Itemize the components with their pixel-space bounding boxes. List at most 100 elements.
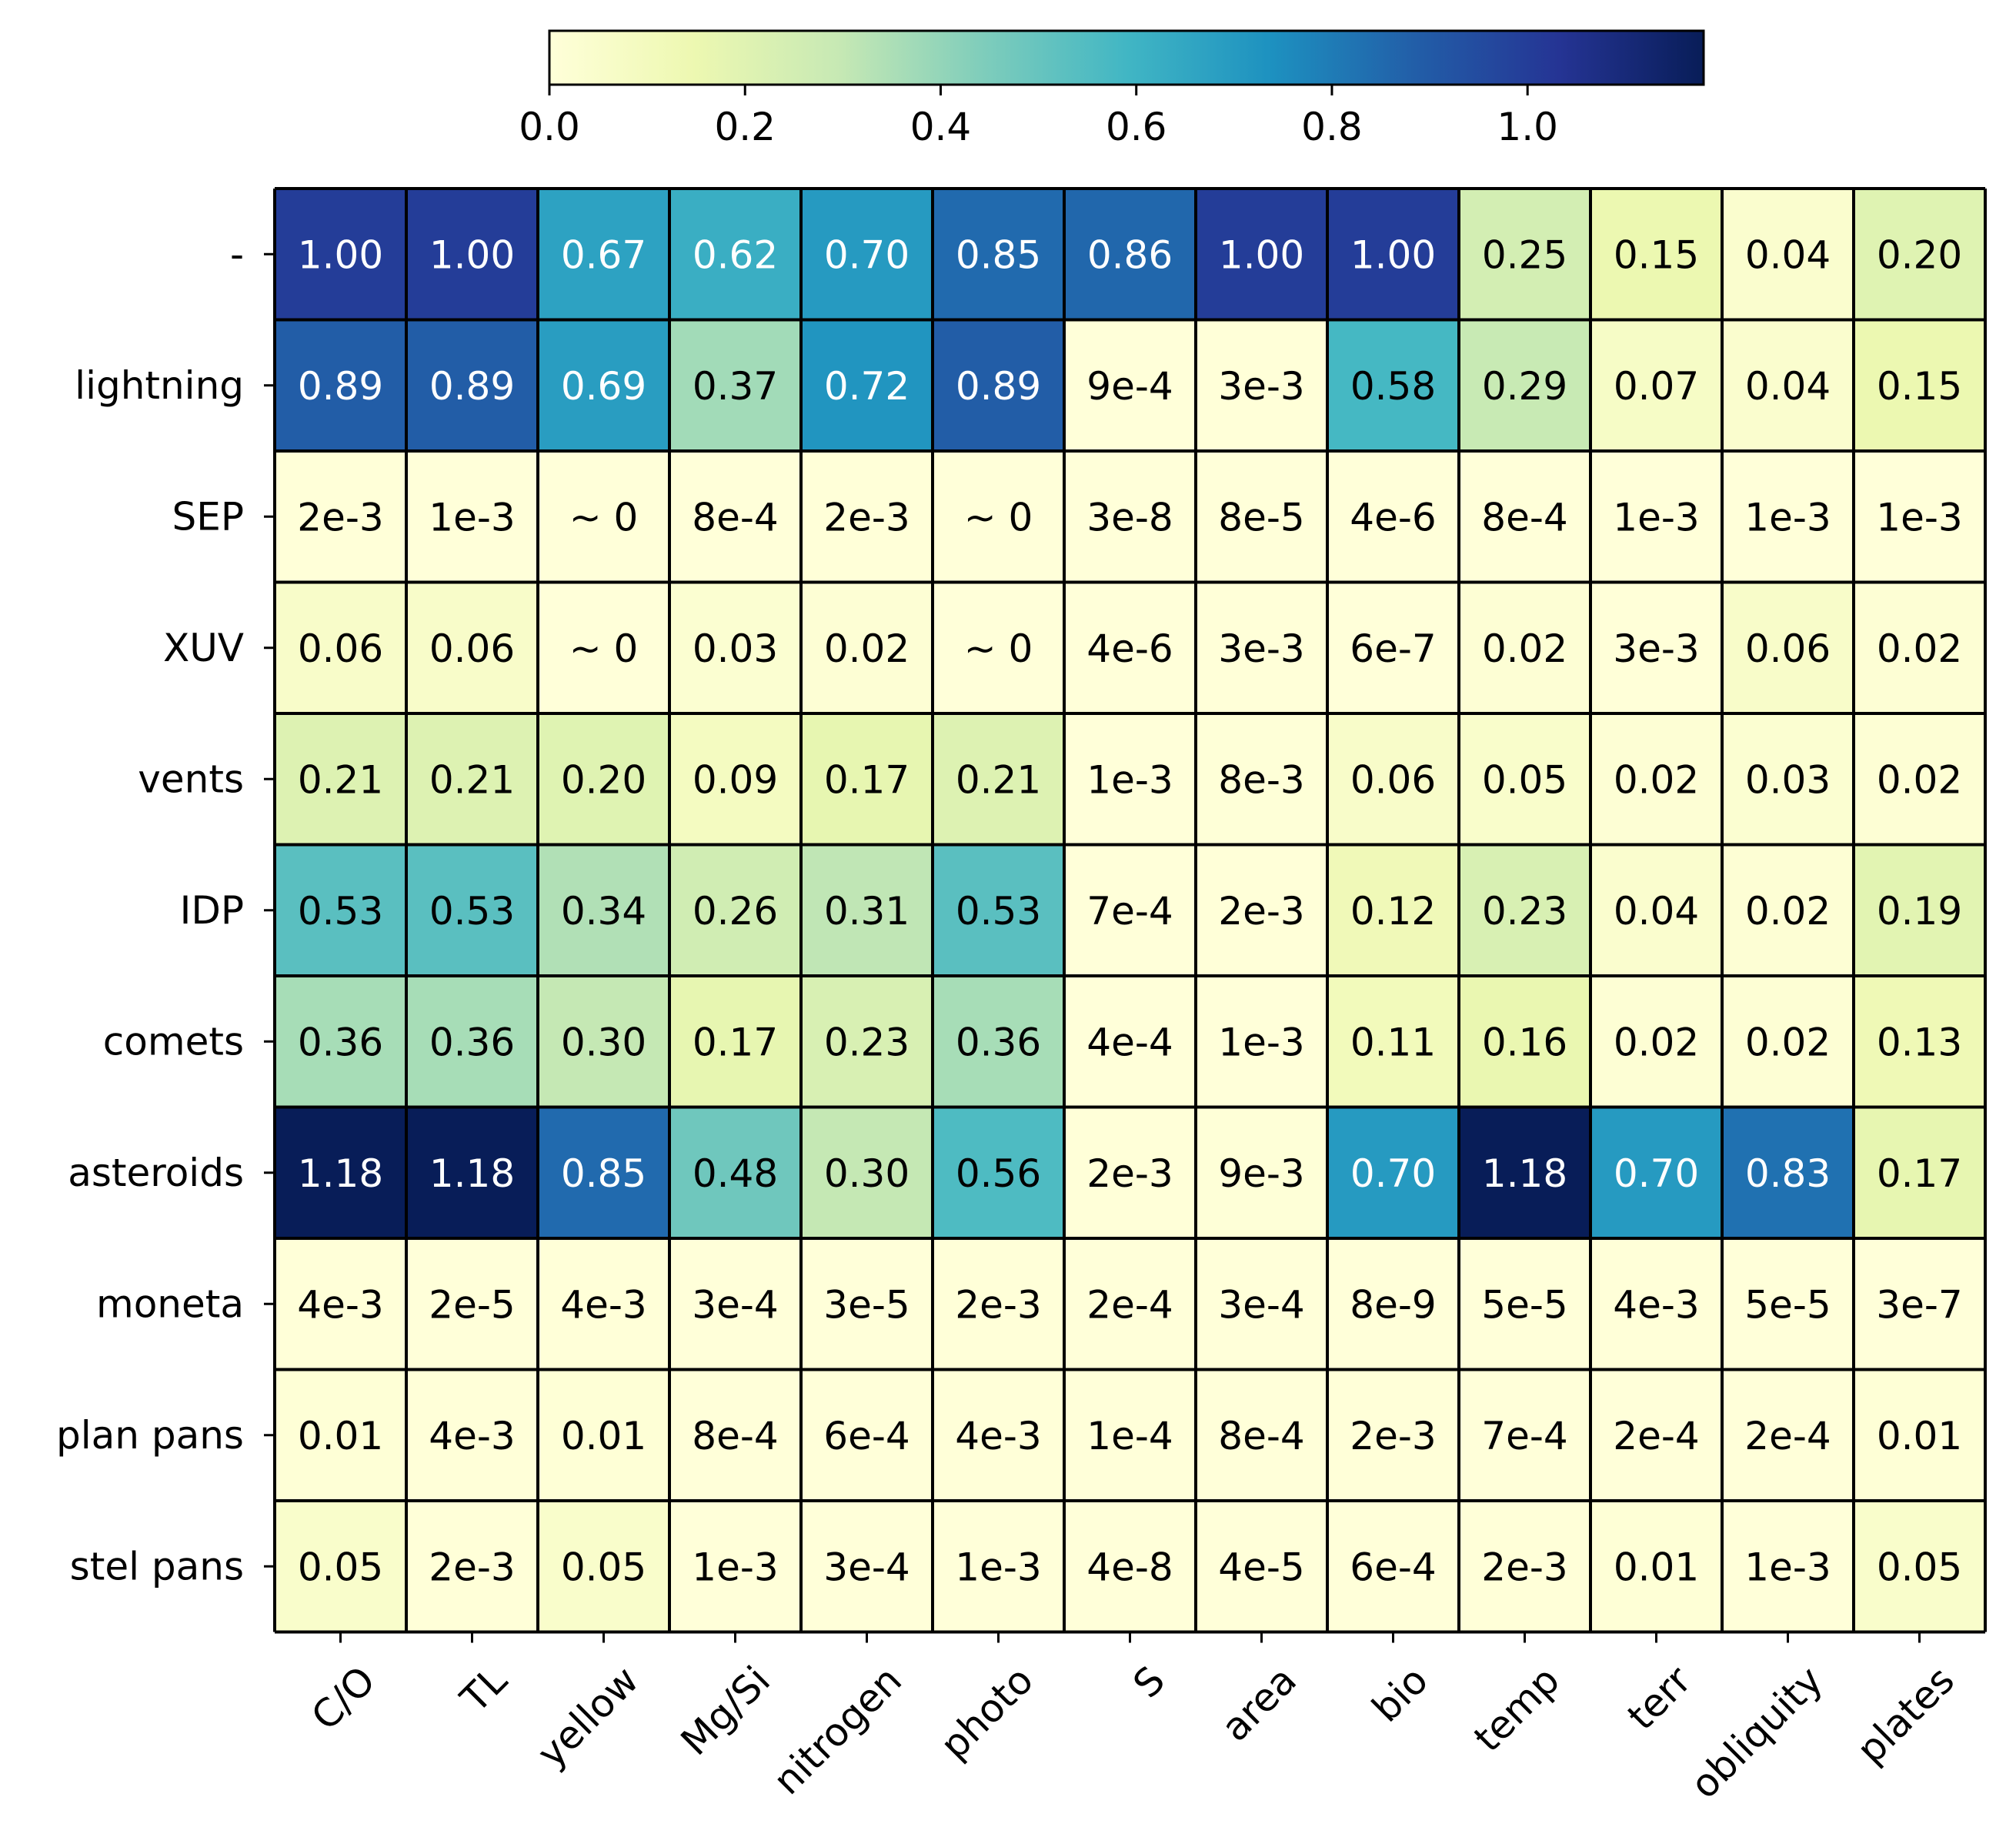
cell-value-label: ~ 0 — [569, 495, 639, 540]
heatmap-cell — [933, 976, 1064, 1107]
cell-value-label: 1e-3 — [1218, 1020, 1304, 1064]
heatmap-cell — [1854, 451, 1985, 583]
heatmap-cell — [406, 1107, 538, 1238]
cell-value-label: 2e-4 — [1086, 1282, 1173, 1327]
cell-value-label: 0.02 — [1482, 626, 1567, 671]
cell-value-label: 3e-3 — [1613, 626, 1699, 671]
cell-value-label: 0.72 — [824, 364, 910, 409]
heatmap-cell — [669, 844, 801, 976]
heatmap-cell — [538, 1238, 669, 1370]
heatmap-cell — [933, 1238, 1064, 1370]
heatmap-cell — [1854, 976, 1985, 1107]
cell-value-label: 3e-3 — [1218, 364, 1304, 409]
cell-value-label: 6e-7 — [1350, 626, 1436, 671]
heatmap-cell — [1196, 319, 1327, 451]
cell-value-label: 3e-7 — [1876, 1282, 1962, 1327]
heatmap-cells — [275, 189, 1985, 1632]
heatmap-cell — [1854, 1238, 1985, 1370]
heatmap-cell — [1459, 1107, 1590, 1238]
cell-value-label: 7e-4 — [1086, 889, 1173, 934]
heatmap-cell — [538, 1107, 669, 1238]
heatmap-cell — [669, 451, 801, 583]
heatmap-cell — [801, 189, 933, 320]
cell-value-label: 2e-3 — [1481, 1545, 1567, 1589]
cell-value-label: 9e-3 — [1218, 1151, 1304, 1196]
heatmap-cell — [669, 1238, 801, 1370]
heatmap-cell — [1459, 451, 1590, 583]
cell-value-label: 0.30 — [561, 1020, 646, 1064]
heatmap-cell — [275, 582, 406, 713]
colorbar-tick-label: 1.0 — [1497, 105, 1558, 149]
cell-value-label: 1e-4 — [1086, 1414, 1173, 1458]
heatmap-cell — [275, 189, 406, 320]
cell-value-label: 0.26 — [693, 889, 778, 934]
x-tick-label: terr — [1619, 1658, 1700, 1739]
cell-value-label: 0.01 — [298, 1414, 383, 1458]
heatmap-cell — [1327, 1238, 1459, 1370]
cell-value-labels: 1.00 1.00 0.67 0.62 0.70 0.85 0.86 1.00 1.00 0.25… — [297, 232, 1962, 1589]
cell-value-label: 0.70 — [824, 232, 910, 277]
x-tick-label: C/O — [303, 1658, 384, 1739]
heatmap-cell — [1854, 319, 1985, 451]
x-tick-label: plates — [1848, 1658, 1963, 1772]
heatmap-cell — [1590, 582, 1722, 713]
x-tick-label: bio — [1363, 1658, 1437, 1731]
cell-value-label: 4e-3 — [1613, 1282, 1699, 1327]
heatmap-cell — [933, 1501, 1064, 1632]
cell-value-label: 4e-3 — [429, 1414, 515, 1458]
cell-value-label: 1e-3 — [1744, 495, 1831, 540]
heatmap-cell — [275, 451, 406, 583]
cell-value-label: 0.37 — [693, 364, 778, 409]
cell-value-label: 8e-4 — [692, 1414, 778, 1458]
cell-value-label: 1e-3 — [429, 495, 515, 540]
cell-value-label: 2e-4 — [1613, 1414, 1699, 1458]
heatmap-cell — [1064, 319, 1196, 451]
cell-value-label: 7e-4 — [1481, 1414, 1567, 1458]
heatmap-cell — [1064, 1107, 1196, 1238]
heatmap-cell — [406, 844, 538, 976]
heatmap-cell — [669, 1369, 801, 1501]
cell-value-label: 0.21 — [429, 757, 515, 802]
heatmap-cell — [933, 844, 1064, 976]
heatmap-cell — [1590, 844, 1722, 976]
heatmap-cell — [1064, 1501, 1196, 1632]
cell-value-label: 3e-4 — [1218, 1282, 1304, 1327]
cell-value-label: 2e-3 — [1086, 1151, 1173, 1196]
colorbar-tick-label: 0.4 — [910, 105, 972, 149]
cell-value-label: 2e-5 — [429, 1282, 515, 1327]
cell-value-label: 0.53 — [429, 889, 515, 934]
heatmap-cell — [1854, 1107, 1985, 1238]
heatmap-cell — [1590, 713, 1722, 845]
cell-value-label: 0.02 — [1877, 626, 1962, 671]
cell-value-label: 9e-4 — [1086, 364, 1173, 409]
cell-value-label: 2e-3 — [955, 1282, 1041, 1327]
heatmap-cell — [1064, 844, 1196, 976]
cell-value-label: 1e-3 — [692, 1545, 778, 1589]
heatmap-cell — [1590, 319, 1722, 451]
heatmap-cell — [1327, 844, 1459, 976]
cell-value-label: 0.56 — [956, 1151, 1041, 1196]
colorbar-tick-label: 0.0 — [519, 105, 580, 149]
heatmap-cell — [933, 319, 1064, 451]
heatmap-cell — [669, 582, 801, 713]
cell-value-label: 0.48 — [693, 1151, 778, 1196]
cell-value-label: 1e-3 — [1876, 495, 1962, 540]
cell-value-label: 0.89 — [429, 364, 515, 409]
cell-value-label: 4e-4 — [1086, 1020, 1173, 1064]
heatmap-cell — [275, 976, 406, 1107]
cell-value-label: 0.17 — [1877, 1151, 1962, 1196]
heatmap-cell — [538, 713, 669, 845]
heatmap-cell — [538, 582, 669, 713]
heatmap-cell — [406, 1501, 538, 1632]
cell-value-label: 0.06 — [1350, 757, 1436, 802]
cell-value-label: 3e-4 — [692, 1282, 778, 1327]
heatmap-cell — [801, 451, 933, 583]
cell-value-label: 4e-8 — [1086, 1545, 1173, 1589]
cell-value-label: 2e-3 — [1350, 1414, 1436, 1458]
heatmap-cell — [1854, 1501, 1985, 1632]
cell-value-label: 8e-5 — [1218, 495, 1304, 540]
cell-value-label: 1.18 — [298, 1151, 383, 1196]
colorbar-tick-label: 0.6 — [1106, 105, 1167, 149]
heatmap-cell — [1722, 451, 1854, 583]
